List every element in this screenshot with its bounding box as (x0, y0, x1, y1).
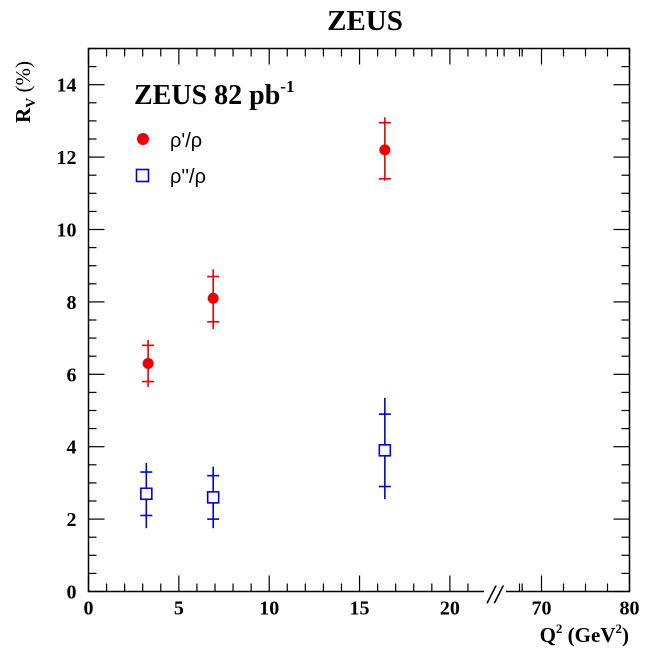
data-point (378, 444, 392, 457)
x-tick-label: 5 (174, 598, 184, 620)
x-tick-label: 20 (440, 598, 460, 620)
x-tick-label: 80 (620, 598, 640, 620)
x-axis-label-sup: 2 (556, 621, 563, 636)
data-point (140, 487, 153, 501)
x-tick-label: 10 (259, 598, 279, 620)
data-points (140, 117, 392, 529)
chart-title: ZEUS (327, 5, 403, 37)
axis-break-mask (484, 580, 506, 604)
y-axis-label-main: R (11, 107, 35, 123)
dataset-label-main: ZEUS 82 pb (134, 80, 280, 111)
data-point (206, 491, 220, 504)
x-axis-label-unit-close: ) (622, 623, 629, 647)
series-rho-prime (142, 117, 391, 387)
y-axis: 0 2 4 6 8 10 12 14 (57, 47, 630, 604)
y-tick-label: 2 (67, 509, 77, 531)
x-axis-label-unit-open: (GeV (562, 623, 615, 647)
axis-break-symbol: // (486, 580, 505, 609)
data-point (142, 357, 154, 369)
y-tick-label: 0 (67, 582, 77, 604)
data-point (207, 292, 219, 304)
x-axis-label-unit-sup: 2 (616, 621, 623, 636)
y-tick-label: 14 (57, 75, 77, 97)
series-rho-double-prime (140, 397, 392, 529)
dataset-label-sup: -1 (280, 77, 294, 96)
y-axis-label: RV (%) (11, 61, 39, 123)
x-axis-label-main: Q (540, 623, 556, 647)
x-tick-label: 0 (84, 598, 94, 620)
axis-break-marker: // (484, 580, 506, 609)
x-axis: 0 5 10 15 20 70 80 (84, 48, 640, 620)
y-axis-label-sub: V (24, 98, 39, 108)
legend-marker-rho-double-prime (135, 168, 150, 183)
y-tick-label: 12 (57, 147, 77, 169)
data-point (379, 144, 391, 156)
legend-marker-rho-prime (137, 133, 149, 145)
legend: ρ'/ρ ρ''/ρ (135, 130, 206, 188)
y-axis-label-unit: (%) (11, 61, 35, 98)
x-tick-label: 70 (532, 598, 552, 620)
dataset-label: ZEUS 82 pb-1 (134, 77, 294, 111)
x-tick-label: 15 (350, 598, 370, 620)
x-axis-label: Q2 (GeV2) (540, 621, 629, 647)
y-tick-label: 4 (67, 437, 77, 459)
y-tick-label: 10 (57, 220, 77, 242)
y-tick-label: 8 (67, 292, 77, 314)
y-tick-label: 6 (67, 364, 77, 386)
legend-label-rho-prime: ρ'/ρ (170, 130, 202, 152)
legend-label-rho-double-prime: ρ''/ρ (170, 166, 206, 188)
